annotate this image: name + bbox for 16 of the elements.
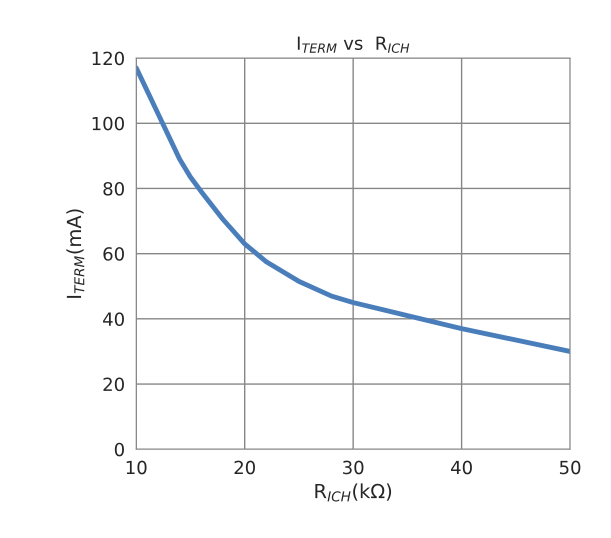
x-tick-label: 20 xyxy=(234,460,255,474)
x-tick-label: 30 xyxy=(343,460,364,474)
y-tick-label: 20 xyxy=(103,378,124,392)
chart-title: I$_{TERM}$ vs R$_{ICH}$ xyxy=(298,36,410,53)
y-tick-label: 40 xyxy=(103,312,124,326)
x-axis-title: R$_{ICH}$(kΩ) xyxy=(315,483,392,502)
line-series xyxy=(136,65,570,354)
x-tick-label: 40 xyxy=(451,460,472,474)
y-tick-label: 80 xyxy=(103,182,124,196)
y-tick-label: 60 xyxy=(103,247,124,261)
y-tick-label: 100 xyxy=(92,116,124,130)
y-tick-label: 120 xyxy=(92,52,124,66)
x-tick-label: 10 xyxy=(126,460,147,474)
y-axis-title: I$_{TERM}$(mA) xyxy=(66,209,84,298)
y-tick-label: 0 xyxy=(114,442,124,456)
x-tick-label: 50 xyxy=(560,460,580,474)
